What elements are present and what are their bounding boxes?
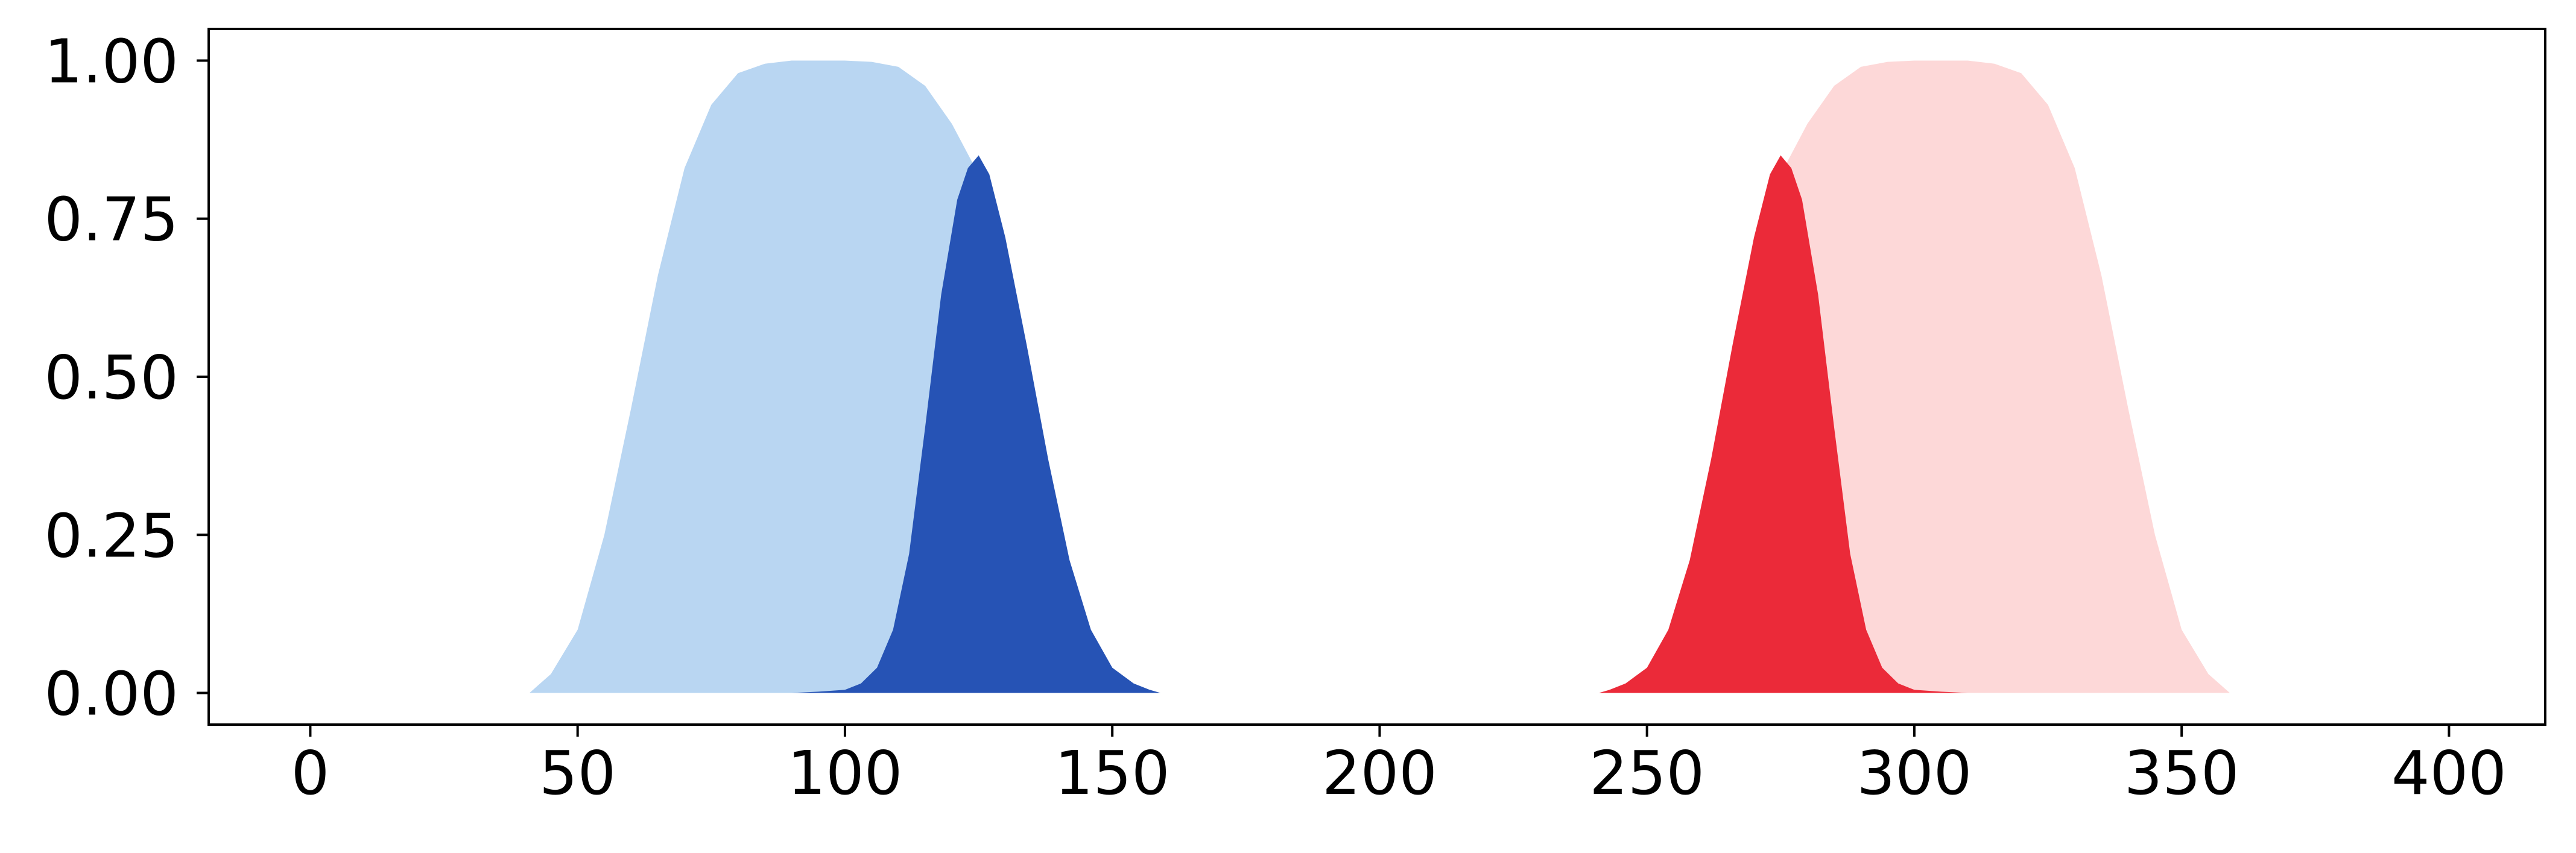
- x-tick-label: 250: [1589, 738, 1704, 808]
- x-tick-label: 0: [291, 738, 330, 808]
- x-axis: 0 50 100 150 200 250 300 350 400: [291, 725, 2507, 808]
- x-tick-label: 400: [2391, 738, 2507, 808]
- x-tick-label: 50: [539, 738, 616, 808]
- y-tick-label: 0.50: [44, 342, 179, 413]
- y-tick-label: 1.00: [44, 26, 179, 96]
- series-area-3: [1759, 60, 2230, 693]
- series-area-1: [529, 60, 1000, 693]
- x-tick-label: 150: [1055, 738, 1170, 808]
- y-tick-label: 0.75: [44, 184, 179, 255]
- plot-frame: [207, 28, 2546, 726]
- y-tick-label: 0.25: [44, 500, 179, 571]
- series-area-4: [1598, 155, 1968, 693]
- x-tick-label: 300: [1856, 738, 1972, 808]
- x-tick-label: 350: [2124, 738, 2239, 808]
- series-area-2: [791, 155, 1160, 693]
- series-layer: [529, 60, 2230, 693]
- x-tick-label: 100: [787, 738, 902, 808]
- x-tick-label: 200: [1322, 738, 1437, 808]
- y-tick-label: 0.00: [44, 659, 179, 729]
- y-axis: 0.00 0.25 0.50 0.75 1.00: [44, 26, 209, 729]
